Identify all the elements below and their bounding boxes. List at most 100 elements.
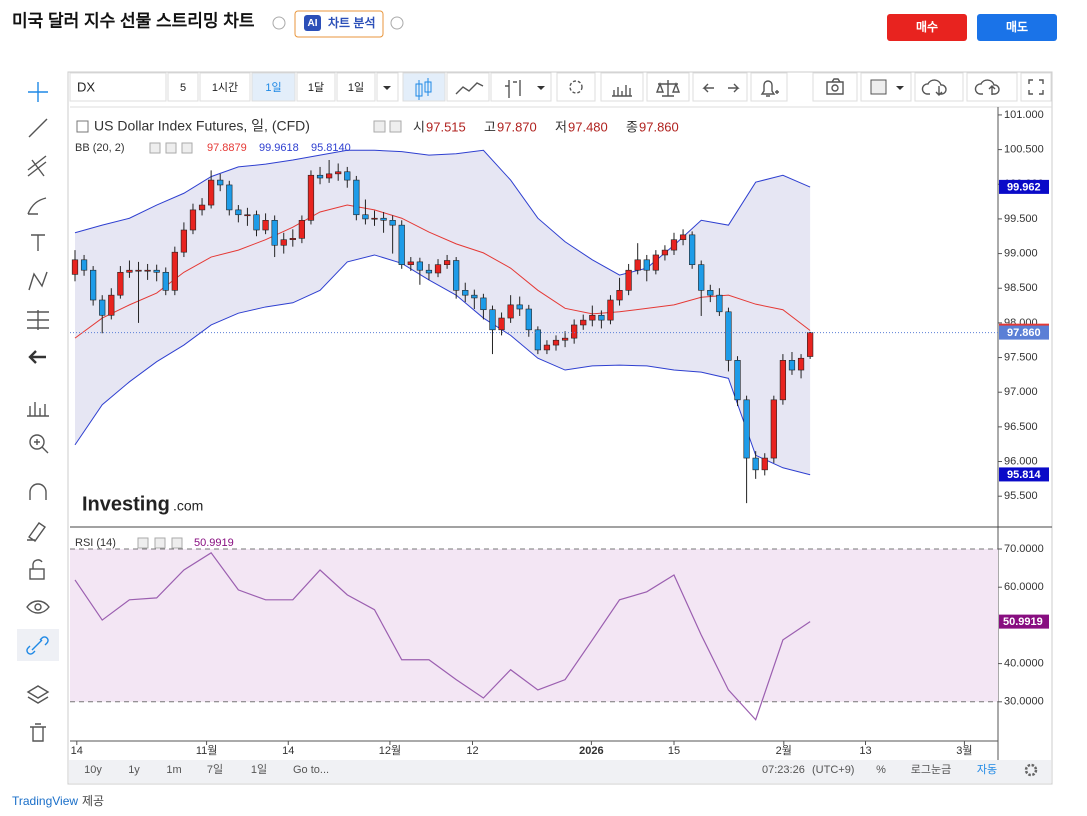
visibility-tool[interactable] bbox=[26, 600, 50, 614]
fullscreen-button[interactable] bbox=[1020, 72, 1052, 102]
back-tool[interactable] bbox=[28, 350, 46, 364]
candle-type-button[interactable] bbox=[402, 72, 446, 102]
range-button[interactable]: 1m bbox=[166, 764, 181, 776]
candle-body bbox=[90, 269, 97, 301]
crosshair-tool[interactable] bbox=[28, 82, 48, 102]
candle-body bbox=[761, 457, 768, 471]
ai-button[interactable]: AI 차트 분석 bbox=[294, 10, 384, 38]
candle-body bbox=[480, 297, 487, 311]
layers-tool[interactable] bbox=[26, 685, 50, 704]
legend-icon[interactable] bbox=[137, 537, 149, 549]
candle-body bbox=[716, 294, 723, 313]
y-tick-label: 98.500 bbox=[1004, 282, 1038, 294]
lock-draw-tool[interactable] bbox=[27, 522, 46, 542]
chart-title: US Dollar Index Futures, 일, (CFD) bbox=[94, 118, 310, 134]
legend-icon[interactable] bbox=[171, 537, 183, 549]
line-tool[interactable] bbox=[28, 118, 48, 138]
fib-tool[interactable] bbox=[27, 155, 47, 177]
brush-tool[interactable] bbox=[27, 197, 47, 215]
unlock-tool[interactable] bbox=[29, 568, 45, 580]
y-tick-label: 99.500 bbox=[1004, 213, 1038, 225]
range-button[interactable]: 7일 bbox=[207, 762, 223, 776]
candle-body bbox=[779, 360, 787, 401]
percent-toggle[interactable]: % bbox=[876, 764, 886, 776]
info-icon[interactable] bbox=[272, 16, 286, 30]
range-button[interactable]: 1일 bbox=[251, 762, 267, 776]
range-button[interactable]: 10y bbox=[84, 764, 102, 776]
candle-body bbox=[162, 271, 169, 291]
color-swatch bbox=[870, 79, 887, 95]
link-tool-bg[interactable] bbox=[17, 629, 59, 661]
legend-toggle[interactable] bbox=[76, 120, 89, 133]
timezone[interactable]: (UTC+9) bbox=[812, 764, 854, 776]
settings-icon[interactable] bbox=[1024, 763, 1038, 777]
interval-button[interactable] bbox=[336, 72, 376, 102]
legend-icon[interactable] bbox=[154, 537, 166, 549]
candle-body bbox=[571, 324, 578, 339]
interval-button[interactable] bbox=[251, 72, 296, 102]
legend-icon[interactable] bbox=[165, 142, 177, 154]
magnet-tool[interactable] bbox=[29, 483, 47, 500]
interval-label[interactable]: 1일 bbox=[265, 80, 281, 94]
line-type-button[interactable] bbox=[446, 72, 490, 102]
link-tool[interactable] bbox=[26, 636, 49, 655]
candle-body bbox=[725, 311, 732, 361]
camera-lens bbox=[831, 84, 839, 92]
interval-button[interactable] bbox=[199, 72, 251, 102]
measure-tool[interactable] bbox=[27, 310, 49, 330]
candle-body bbox=[616, 290, 623, 301]
candle-body bbox=[788, 360, 796, 371]
interval-label[interactable]: 1일 bbox=[348, 80, 364, 94]
candle-body bbox=[262, 219, 269, 231]
buy-button[interactable] bbox=[887, 14, 967, 41]
candle-body bbox=[235, 209, 242, 216]
indicator-tool[interactable] bbox=[27, 402, 49, 417]
candle-body bbox=[661, 249, 669, 256]
rsi-line bbox=[74, 552, 811, 721]
bar-icon bbox=[505, 80, 521, 98]
ohlc-value: 97.515 bbox=[426, 119, 466, 134]
symbol-field[interactable] bbox=[69, 72, 167, 102]
undo-icon[interactable] bbox=[702, 83, 714, 93]
sell-button[interactable] bbox=[977, 14, 1057, 41]
text-tool[interactable] bbox=[31, 234, 45, 251]
zoom-tool[interactable] bbox=[29, 434, 45, 450]
snapshot-button[interactable] bbox=[812, 72, 858, 102]
indicators-button[interactable] bbox=[600, 72, 644, 102]
interval-button[interactable] bbox=[296, 72, 336, 102]
candle-body bbox=[271, 219, 278, 246]
ai-button-label[interactable]: 차트 분석 bbox=[328, 15, 376, 30]
redo-icon[interactable] bbox=[728, 83, 740, 93]
candle-body bbox=[770, 399, 777, 459]
auto-toggle[interactable]: 자동 bbox=[977, 763, 997, 776]
range-button[interactable]: 1y bbox=[128, 764, 140, 776]
interval-label[interactable]: 1시간 bbox=[212, 81, 238, 94]
price-tag-label: 97.860 bbox=[1007, 327, 1041, 339]
trash-tool[interactable] bbox=[30, 723, 46, 742]
x-tick-label: 12 bbox=[466, 745, 478, 757]
legend-icon[interactable] bbox=[389, 120, 402, 133]
y-tick-label: 95.500 bbox=[1004, 490, 1038, 502]
bottom-bar bbox=[69, 760, 1051, 783]
info-icon[interactable] bbox=[390, 16, 404, 30]
sell-label[interactable]: 매도 bbox=[1006, 19, 1028, 34]
undo-redo[interactable] bbox=[692, 72, 748, 102]
legend-icon[interactable] bbox=[149, 142, 161, 154]
buy-label[interactable]: 매수 bbox=[916, 19, 938, 34]
footer-brand[interactable]: TradingView bbox=[12, 794, 78, 808]
candle-body bbox=[580, 319, 587, 326]
settings-button[interactable] bbox=[556, 72, 596, 102]
legend-icon[interactable] bbox=[181, 142, 193, 154]
log-toggle[interactable]: 로그눈금 bbox=[911, 763, 951, 776]
legend-icon[interactable] bbox=[373, 120, 386, 133]
interval-label[interactable]: 1달 bbox=[308, 81, 324, 94]
alert-button[interactable] bbox=[750, 72, 788, 102]
goto-button[interactable]: Go to... bbox=[293, 764, 329, 776]
interval-label[interactable]: 5 bbox=[180, 82, 186, 94]
candle-body bbox=[607, 299, 614, 321]
interval-button[interactable] bbox=[167, 72, 199, 102]
ai-badge: AI bbox=[308, 18, 318, 29]
pattern-tool[interactable] bbox=[28, 271, 48, 291]
symbol[interactable]: DX bbox=[77, 79, 95, 94]
